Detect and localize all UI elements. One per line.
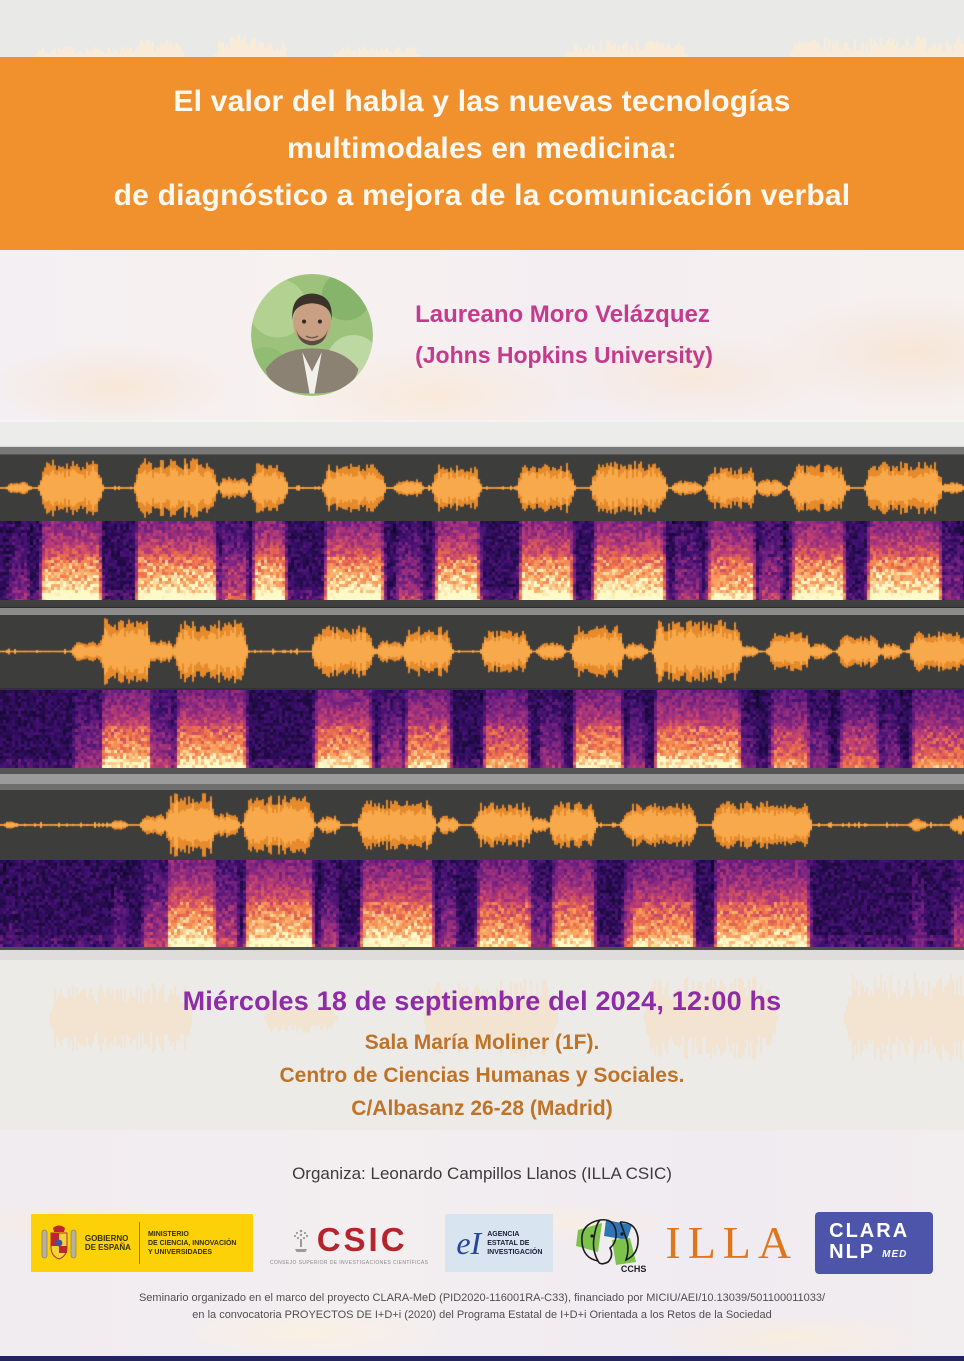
spectrogram-3-graphic <box>0 860 964 947</box>
cchs-faces-icon <box>576 1218 640 1265</box>
ministerio-line-1: MINISTERIO <box>147 1230 189 1238</box>
event-location-line-1: Sala María Moliner (1F). <box>364 1031 600 1054</box>
cchs-logo: CCHS <box>570 1212 648 1274</box>
speaker-photo <box>251 274 374 396</box>
ministerio-line-3: Y UNIVERSIDADES <box>147 1248 212 1256</box>
clara-med-logo: CLARA NLP MED <box>815 1212 934 1274</box>
event-background-waveform <box>0 960 964 1130</box>
waveform-1-graphic <box>0 455 964 521</box>
aei-label-line-3: INVESTIGACIÓN <box>487 1248 543 1256</box>
top-waveform-graphic <box>0 29 964 57</box>
bottom-accent-bar <box>0 1356 964 1361</box>
event-section: Miércoles 18 de septiembre del 2024, 12:… <box>0 960 964 1130</box>
csic-acronym: CSIC <box>316 1220 408 1258</box>
ministerio-label: MINISTERIO DE CIENCIA, INNOVACIÓN Y UNIV… <box>140 1230 237 1257</box>
event-datetime: Miércoles 18 de septiembre del 2024, 12:… <box>182 986 782 1016</box>
organizer-line: Organiza: Leonardo Campillos Llanos (ILL… <box>292 1164 672 1183</box>
speaker-affiliation: (Johns Hopkins University) <box>415 342 713 368</box>
title-line-2: multimodales en medicina: <box>286 132 678 165</box>
funding-fineprint: Seminario organizado en el marco del pro… <box>0 1290 964 1324</box>
gobierno-line-2: DE ESPAÑA <box>84 1243 131 1252</box>
speaker-portrait-image <box>251 274 374 396</box>
csic-caption: CONSEJO SUPERIOR DE INVESTIGACIONES CIEN… <box>269 1259 429 1266</box>
event-location-line-2: Centro de Ciencias Humanas y Sociales. <box>279 1064 685 1087</box>
spain-coat-of-arms-icon <box>41 1225 77 1260</box>
spectrogram-2-graphic <box>0 690 964 768</box>
gobierno-espana-logo: GOBIERNO DE ESPAÑA MINISTERIO DE CIENCIA… <box>30 1214 253 1272</box>
waveform-2-graphic <box>0 615 964 688</box>
title-banner: El valor del habla y las nuevas tecnolog… <box>0 57 964 250</box>
ministerio-line-2: DE CIENCIA, INNOVACIÓN <box>147 1239 237 1247</box>
speaker-section: Laureano Moro Velázquez (Johns Hopkins U… <box>0 250 964 420</box>
cchs-label: CCHS <box>620 1264 647 1274</box>
aei-monogram: eI <box>456 1225 482 1261</box>
band-separator-thin <box>0 688 964 690</box>
title-line-3: de diagnóstico a mejora de la comunicaci… <box>113 179 851 212</box>
aei-label-line-2: ESTATAL DE <box>487 1239 530 1247</box>
divider-band <box>0 420 964 447</box>
clara-med-badge: MED <box>882 1249 908 1260</box>
funding-line-2: en la convocatoria PROYECTOS DE I+D+i (2… <box>192 1309 772 1321</box>
logos-row: GOBIERNO DE ESPAÑA MINISTERIO DE CIENCIA… <box>0 1212 964 1274</box>
band-tail-strip <box>0 947 964 960</box>
top-waveform-strip <box>0 0 964 57</box>
band-separator-2 <box>0 768 964 790</box>
waveform-3-graphic <box>0 790 964 860</box>
gobierno-line-1: GOBIERNO <box>84 1234 129 1243</box>
band-separator-1 <box>0 600 964 615</box>
gobierno-label: GOBIERNO DE ESPAÑA <box>85 1234 139 1252</box>
audio-visualization <box>0 447 964 960</box>
footer-section: Organiza: Leonardo Campillos Llanos (ILL… <box>0 1130 964 1361</box>
aei-logo: eI AGENCIA ESTATAL DE INVESTIGACIÓN <box>445 1214 554 1272</box>
csic-tree-emblem-icon <box>293 1229 308 1252</box>
aei-label: AGENCIA ESTATAL DE INVESTIGACIÓN <box>487 1230 542 1257</box>
spectrogram-1-graphic <box>0 521 964 600</box>
csic-logo: CSIC CONSEJO SUPERIOR DE INVESTIGACIONES… <box>270 1221 429 1266</box>
timeline-strip-1 <box>0 447 964 455</box>
clara-line-1: CLARA <box>829 1220 910 1242</box>
illa-logo: ILLA <box>665 1217 799 1268</box>
title-line-1: El valor del habla y las nuevas tecnolog… <box>173 85 791 118</box>
speaker-text-block: Laureano Moro Velázquez (Johns Hopkins U… <box>415 301 713 369</box>
speaker-name: Laureano Moro Velázquez <box>415 301 710 328</box>
clara-line-2: NLP <box>829 1241 876 1263</box>
aei-label-line-1: AGENCIA <box>487 1230 520 1238</box>
event-location: Sala María Moliner (1F). Centro de Cienc… <box>0 1026 964 1125</box>
gobierno-divider <box>138 1222 140 1264</box>
event-location-line-3: C/Albasanz 26-28 (Madrid) <box>351 1097 613 1120</box>
funding-line-1: Seminario organizado en el marco del pro… <box>138 1292 826 1304</box>
